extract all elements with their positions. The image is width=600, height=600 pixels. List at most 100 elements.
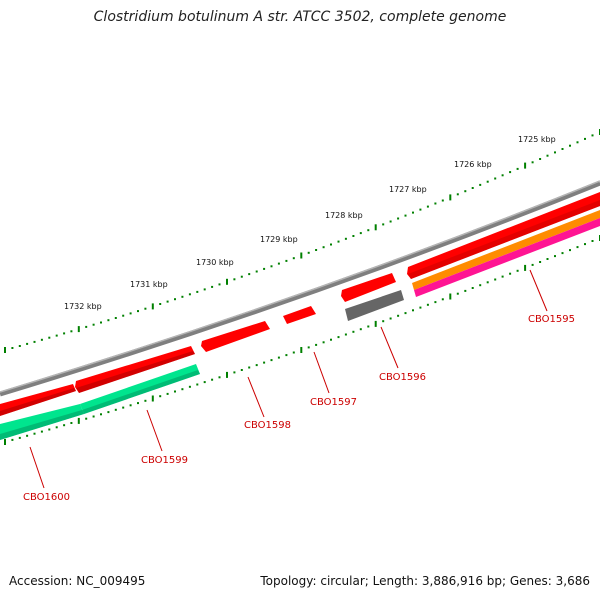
gene-labels: CBO1595 CBO1596 CBO1597 CBO1598 CBO1599 … — [23, 314, 575, 503]
ruler-minor-tick — [270, 359, 273, 362]
ruler-minor-tick — [516, 269, 519, 272]
ruler-minor-tick — [100, 413, 102, 416]
ruler-minor-tick — [397, 217, 400, 220]
ruler-major-tick — [449, 194, 452, 201]
ruler-minor-tick — [456, 292, 459, 295]
ruler-minor-tick — [211, 378, 214, 381]
ruler-minor-tick — [419, 306, 422, 309]
ruler-minor-tick — [576, 141, 579, 144]
ruler-minor-tick — [40, 430, 43, 433]
ruler-minor-tick — [344, 237, 347, 240]
forward-cds — [408, 200, 600, 279]
gene-label: CBO1599 — [141, 455, 188, 466]
forward-cds — [201, 321, 270, 352]
ruler-major-tick — [300, 347, 303, 353]
ruler-minor-tick — [412, 309, 414, 312]
ruler-major-tick — [151, 395, 154, 402]
accession-text: Accession: NC_009495 — [9, 574, 146, 588]
ruler-minor-tick — [352, 330, 355, 333]
ruler-minor-tick — [471, 187, 474, 189]
ruler-minor-tick — [26, 342, 29, 345]
ruler-minor-tick — [554, 151, 556, 154]
ruler-minor-tick — [203, 381, 206, 384]
ruler-minor-tick — [285, 354, 288, 357]
forward-cds — [341, 273, 396, 302]
ruler-minor-tick — [292, 257, 295, 260]
ruler-minor-tick — [285, 259, 288, 262]
gene-label: CBO1595 — [528, 314, 575, 325]
ruler-minor-tick — [174, 390, 176, 393]
ruler-minor-tick — [159, 303, 162, 305]
ruler-minor-tick — [137, 310, 139, 313]
ruler-minor-tick — [122, 314, 125, 317]
ruler-label: 1726 kbp — [454, 160, 492, 169]
ruler-minor-tick — [92, 323, 95, 326]
ruler-label: 1731 kbp — [130, 280, 168, 289]
ruler-minor-tick — [218, 283, 221, 286]
ruler-minor-tick — [48, 428, 51, 431]
reverse-cds-shade — [82, 370, 200, 414]
ruler-minor-tick — [404, 214, 407, 217]
ruler-minor-tick — [137, 402, 139, 405]
ruler-minor-tick — [92, 415, 95, 418]
ruler-minor-tick — [569, 249, 571, 252]
ruler-minor-tick — [419, 208, 422, 211]
ruler-minor-tick — [359, 328, 362, 331]
ruler-minor-tick — [546, 258, 549, 260]
ruler-minor-tick — [63, 332, 66, 335]
ruler-minor-tick — [122, 406, 125, 409]
ruler-minor-tick — [307, 251, 310, 254]
forward-cds-shade — [76, 351, 195, 393]
ruler-minor-tick — [464, 190, 467, 193]
ruler-major-tick — [4, 347, 6, 353]
gene-label: CBO1600 — [23, 492, 70, 503]
map-title: Clostridium botulinum A str. ATCC 3502, … — [93, 9, 507, 25]
ruler-minor-tick — [240, 369, 243, 371]
ruler-minor-tick — [218, 376, 221, 379]
ruler-minor-tick — [277, 262, 280, 265]
ruler-minor-tick — [255, 364, 258, 367]
ruler-minor-tick — [330, 338, 332, 341]
reverse-features — [0, 210, 600, 440]
ruler-major-tick — [226, 278, 228, 285]
ruler-label: 1729 kbp — [260, 235, 298, 244]
ruler-minor-tick — [196, 383, 199, 386]
ruler-major-tick — [374, 320, 377, 327]
ruler-minor-tick — [107, 319, 110, 322]
ruler-major-tick — [300, 252, 303, 259]
ruler-minor-tick — [434, 202, 437, 205]
ruler-minor-tick — [203, 288, 206, 291]
ruler-minor-tick — [367, 325, 370, 328]
ruler-minor-tick — [382, 223, 385, 226]
ruler-minor-tick — [248, 273, 251, 276]
ruler-minor-tick — [561, 148, 564, 150]
ruler-minor-tick — [576, 246, 579, 249]
ruler-minor-tick — [196, 290, 199, 293]
ruler-label: 1725 kbp — [518, 135, 556, 144]
ruler-minor-tick — [426, 205, 429, 208]
ruler-minor-tick — [367, 229, 370, 232]
ruler-minor-tick — [240, 275, 243, 278]
ruler-minor-tick — [389, 220, 392, 223]
ruler-minor-tick — [441, 298, 444, 301]
magenta-feature — [414, 218, 600, 297]
ruler-minor-tick — [359, 232, 362, 235]
ruler-minor-tick — [11, 347, 14, 349]
ruler-minor-tick — [344, 333, 347, 336]
forward-cds — [75, 346, 195, 393]
ruler-minor-tick — [486, 180, 489, 183]
ruler-minor-tick — [100, 321, 102, 324]
ruler-minor-tick — [144, 307, 147, 310]
ruler-minor-tick — [85, 417, 88, 420]
ruler-label: 1727 kbp — [389, 185, 427, 194]
forward-cds — [0, 384, 76, 416]
ruler-minor-tick — [85, 325, 88, 328]
ruler-minor-tick — [456, 193, 459, 196]
ruler-minor-tick — [248, 366, 251, 369]
ruler-minor-tick — [322, 341, 325, 344]
gene-leaders — [29, 269, 548, 489]
ruler-minor-tick — [181, 295, 184, 298]
ruler-major-tick — [524, 264, 527, 271]
ruler-major-tick — [151, 303, 154, 310]
